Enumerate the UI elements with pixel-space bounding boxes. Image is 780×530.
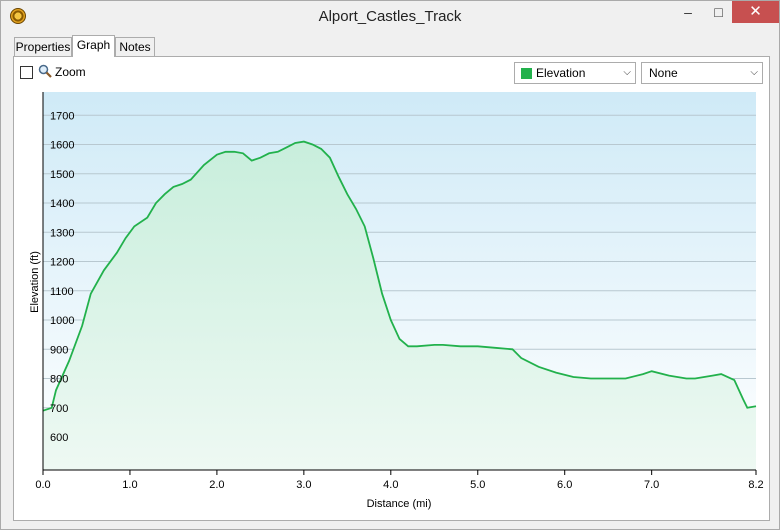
close-button[interactable]: ✕ <box>732 1 779 23</box>
y-axis-label: Elevation (ft) <box>29 251 41 313</box>
x-axis-label: Distance (mi) <box>367 498 432 510</box>
y-tick-label: 1100 <box>50 286 74 298</box>
tab-notes[interactable]: Notes <box>115 37 155 57</box>
x-tick-label: 0.0 <box>35 479 50 491</box>
y-tick-label: 700 <box>50 403 68 415</box>
y-tick-label: 1600 <box>50 140 74 152</box>
y-tick-label: 900 <box>50 344 68 356</box>
x-tick-label: 6.0 <box>557 479 572 491</box>
y-tick-label: 800 <box>50 374 68 386</box>
zoom-label: Zoom <box>55 65 86 79</box>
chevron-down-icon: ⌵ <box>750 67 758 78</box>
x-tick-label: 5.0 <box>470 479 485 491</box>
tab-properties[interactable]: Properties <box>14 37 72 57</box>
x-tick-label: 3.0 <box>296 479 311 491</box>
secondary-select[interactable]: None ⌵ <box>641 62 763 84</box>
x-tick-label: 1.0 <box>122 479 137 491</box>
series-color-swatch <box>521 68 532 79</box>
series-select-value: Elevation <box>536 66 586 80</box>
y-tick-label: 1200 <box>50 257 74 269</box>
elevation-line <box>42 140 757 412</box>
tab-graph[interactable]: Graph <box>72 35 115 57</box>
series-select[interactable]: Elevation ⌵ <box>514 62 636 84</box>
y-tick-label: 1400 <box>50 198 74 210</box>
y-tick-label: 600 <box>50 432 68 444</box>
y-tick-labels: 600 700 800 900 1000 1100 1200 1300 1400 1500 1600… <box>50 110 74 444</box>
y-tick-label: 1300 <box>50 227 74 239</box>
zoom-checkbox[interactable] <box>20 66 33 79</box>
x-tick-label: 8.2 <box>748 479 763 491</box>
x-tick-label: 2.0 <box>209 479 224 491</box>
secondary-select-value: None <box>649 66 678 80</box>
chevron-down-icon: ⌵ <box>623 67 631 78</box>
magnifier-icon <box>38 64 52 78</box>
graph-panel: Zoom Elevation ⌵ None ⌵ <box>13 56 770 521</box>
app-icon <box>10 8 26 24</box>
y-tick-label: 1700 <box>50 110 74 122</box>
maximize-button[interactable]: □ <box>714 4 723 20</box>
x-tick-labels: 0.0 1.0 2.0 3.0 4.0 5.0 6.0 7.0 8.2 <box>35 470 764 491</box>
elevation-area <box>43 141 756 470</box>
y-tick-label: 1000 <box>50 315 74 327</box>
minimize-button[interactable]: – <box>684 4 692 20</box>
title-bar[interactable]: Alport_Castles_Track – □ ✕ <box>1 1 779 31</box>
elevation-chart[interactable]: 600 700 800 900 1000 1100 1200 1300 1400 1500 1600… <box>14 57 771 522</box>
x-tick-label: 7.0 <box>644 479 659 491</box>
x-tick-label: 4.0 <box>383 479 398 491</box>
y-tick-label: 1500 <box>50 169 74 181</box>
window-title: Alport_Castles_Track <box>318 8 462 25</box>
